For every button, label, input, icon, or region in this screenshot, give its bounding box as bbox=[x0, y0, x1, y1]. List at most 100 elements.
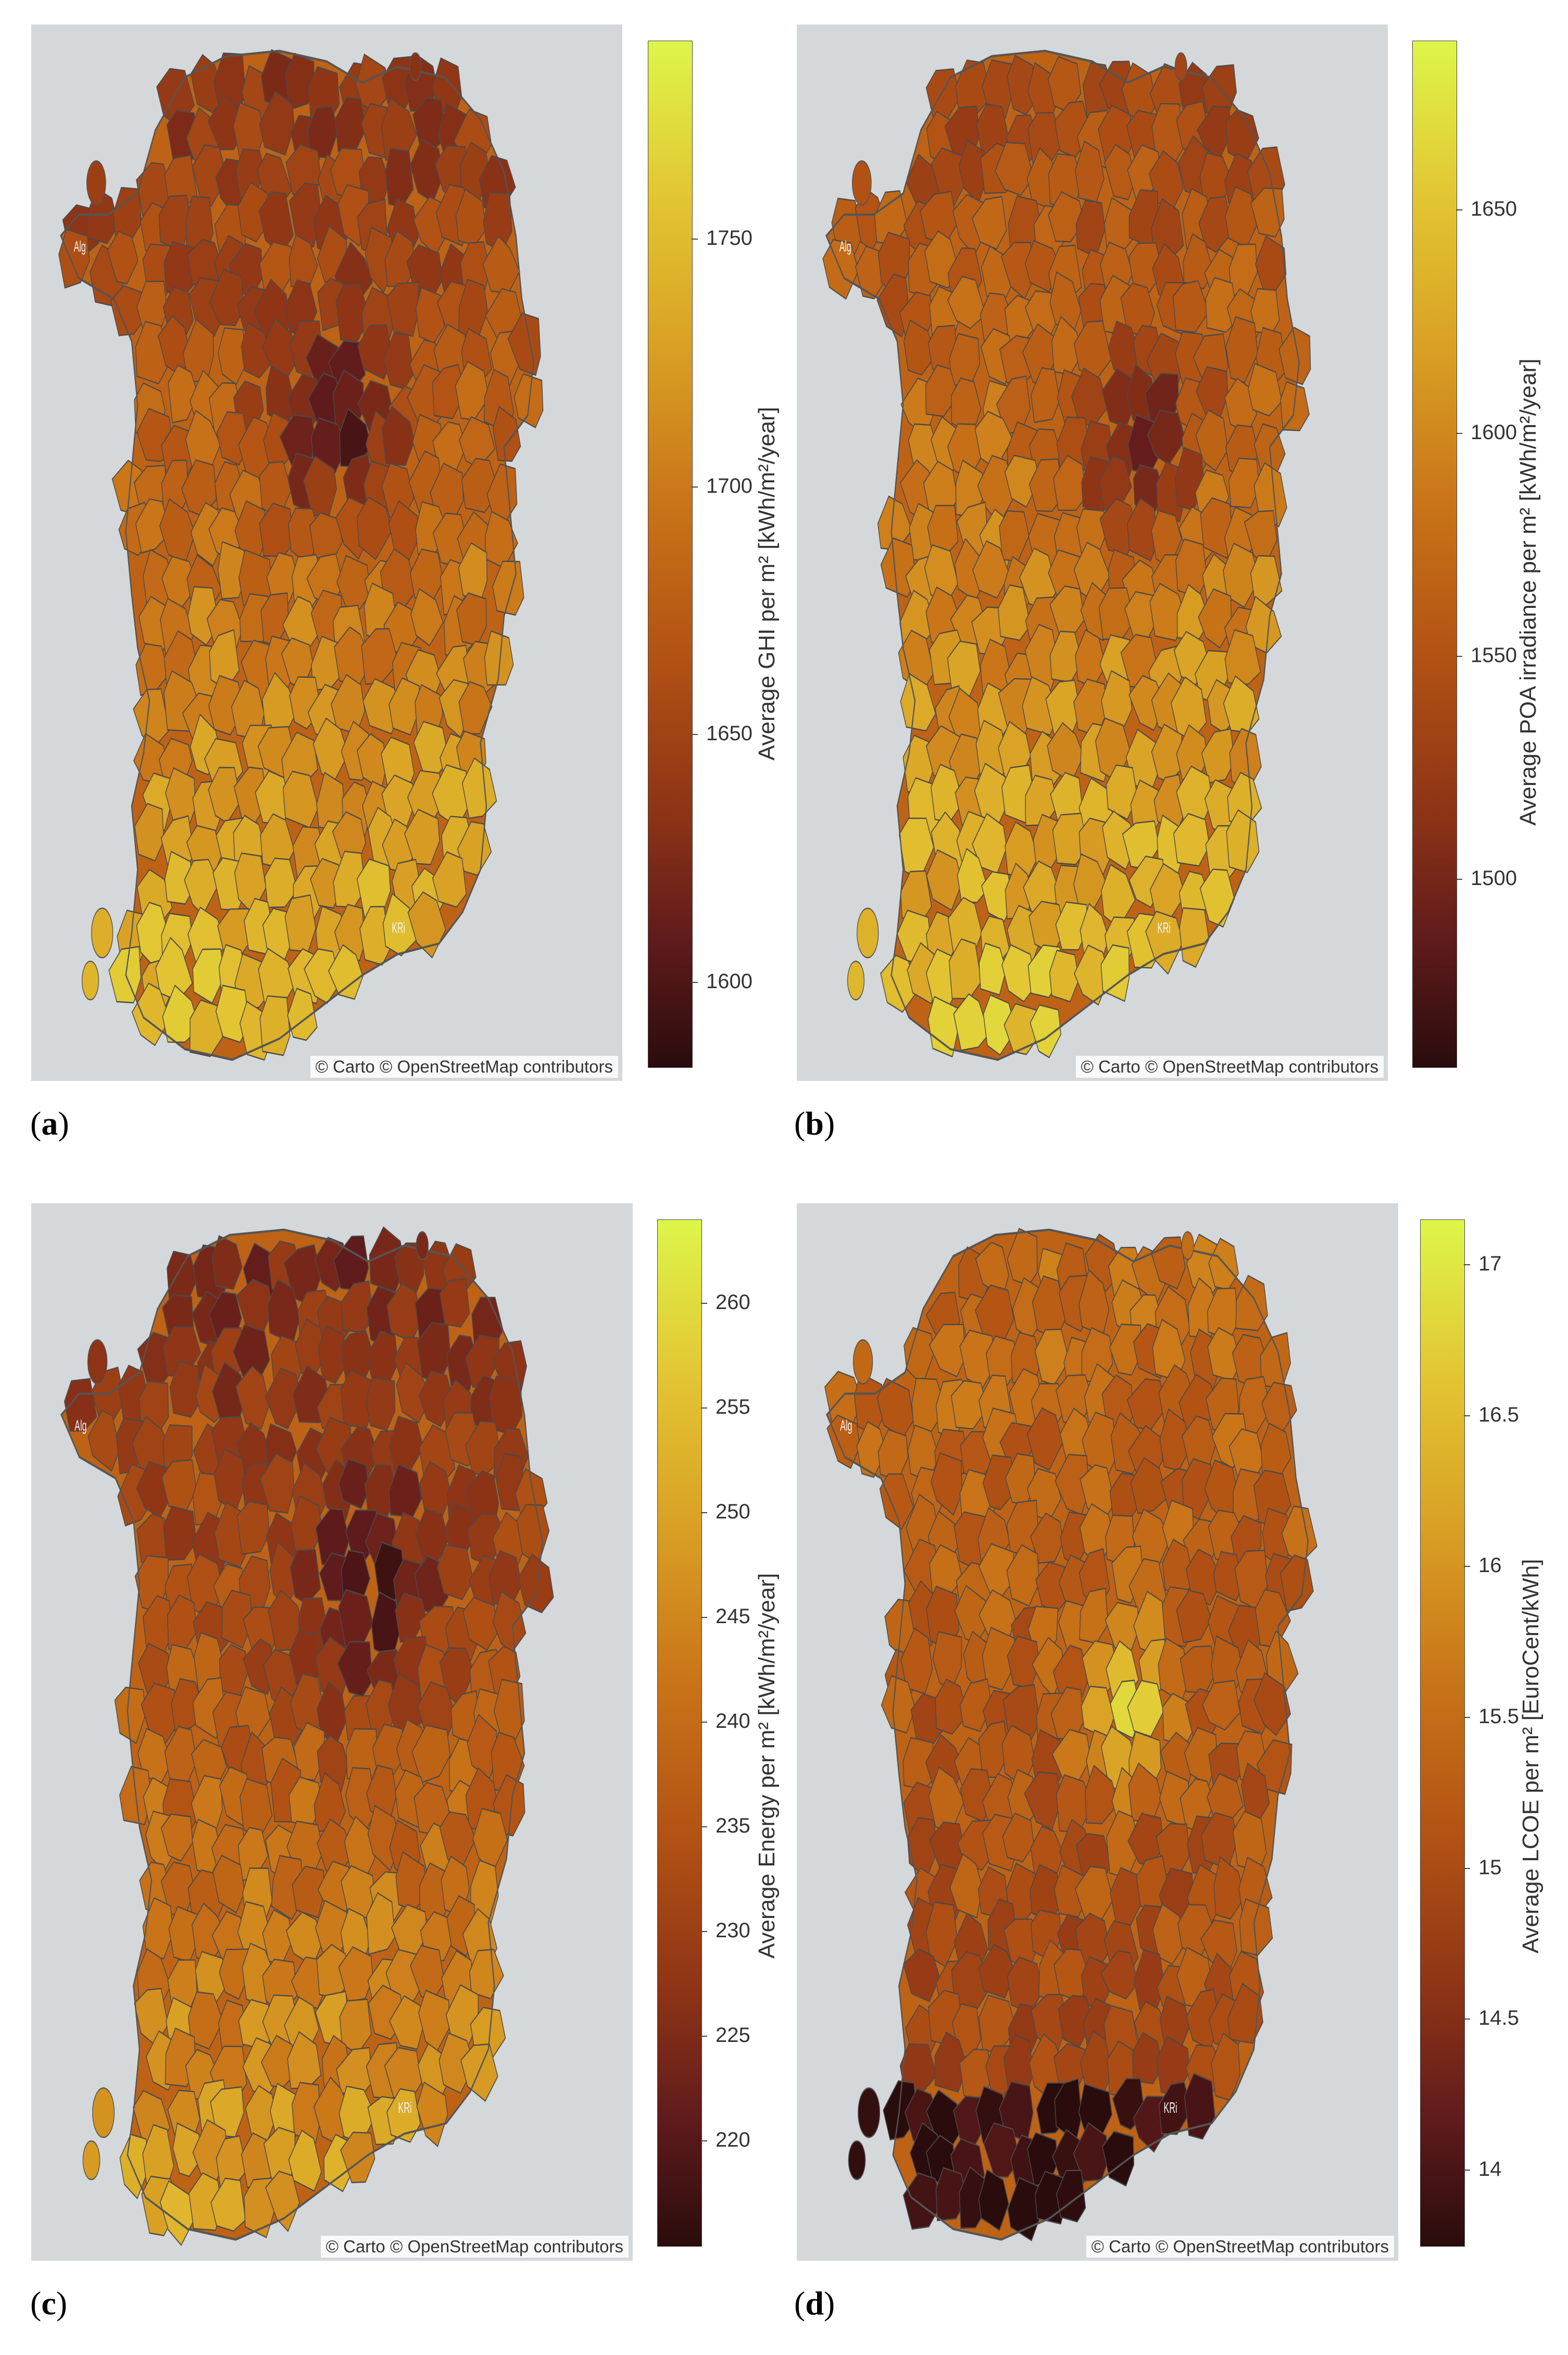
map-attribution[interactable]: © Carto © OpenStreetMap contributors bbox=[1075, 1056, 1384, 1078]
municipality-region[interactable] bbox=[172, 2122, 205, 2177]
municipality-region[interactable] bbox=[493, 1678, 525, 1740]
municipality-region[interactable] bbox=[935, 1678, 969, 1735]
municipality-region[interactable] bbox=[1005, 821, 1038, 877]
municipality-region[interactable] bbox=[995, 142, 1034, 196]
municipality-region[interactable] bbox=[826, 1414, 860, 1469]
municipality-region[interactable] bbox=[981, 871, 1014, 923]
municipality-region[interactable] bbox=[207, 95, 243, 151]
municipality-region[interactable] bbox=[1052, 813, 1088, 866]
municipality-region[interactable] bbox=[1001, 944, 1037, 1003]
map-attribution[interactable]: © Carto © OpenStreetMap contributors bbox=[320, 2236, 629, 2258]
map-attribution[interactable]: © Carto © OpenStreetMap contributors bbox=[310, 1056, 618, 1078]
municipality-region[interactable] bbox=[264, 857, 298, 908]
municipality-region[interactable] bbox=[108, 945, 142, 1004]
municipality-region[interactable] bbox=[518, 1553, 554, 1614]
municipality-region[interactable] bbox=[64, 1378, 97, 1432]
municipality-region[interactable] bbox=[410, 588, 444, 646]
municipality-region[interactable] bbox=[979, 2169, 1009, 2232]
municipality-region[interactable] bbox=[1030, 1004, 1061, 1058]
municipality-region[interactable] bbox=[114, 1686, 146, 1745]
municipality-region[interactable] bbox=[236, 1500, 270, 1555]
municipality-region[interactable] bbox=[1248, 363, 1283, 417]
municipality-region[interactable] bbox=[1201, 728, 1235, 784]
municipality-region[interactable] bbox=[134, 803, 165, 862]
municipality-region[interactable] bbox=[338, 1946, 373, 2002]
municipality-region[interactable] bbox=[1224, 629, 1261, 685]
municipality-region[interactable] bbox=[1126, 497, 1159, 562]
municipality-region[interactable] bbox=[1184, 1727, 1218, 1787]
municipality-region[interactable] bbox=[902, 2172, 943, 2230]
municipality-region[interactable] bbox=[432, 364, 466, 419]
municipality-region[interactable] bbox=[169, 1360, 200, 1418]
municipality-region[interactable] bbox=[389, 1995, 424, 2050]
municipality-region[interactable] bbox=[931, 1452, 962, 1516]
municipality-region[interactable] bbox=[386, 281, 419, 338]
municipality-region[interactable] bbox=[285, 53, 315, 110]
municipality-region[interactable] bbox=[189, 2172, 222, 2231]
municipality-region[interactable] bbox=[971, 196, 1007, 250]
municipality-region[interactable] bbox=[1225, 316, 1258, 383]
municipality-region[interactable] bbox=[241, 321, 274, 379]
map-poa[interactable]: Alg KRi © Carto © OpenStreetMap contribut… bbox=[797, 24, 1388, 1081]
municipality-region[interactable] bbox=[366, 1377, 396, 1431]
municipality-region[interactable] bbox=[318, 1325, 351, 1384]
municipality-region[interactable] bbox=[237, 181, 270, 243]
municipality-region[interactable] bbox=[107, 230, 139, 285]
municipality-region[interactable] bbox=[209, 268, 244, 327]
municipality-region[interactable] bbox=[1106, 764, 1138, 820]
map-lcoe[interactable]: Alg KRi © Carto © OpenStreetMap contribut… bbox=[797, 1203, 1398, 2261]
municipality-region[interactable] bbox=[1198, 588, 1232, 649]
municipality-region[interactable] bbox=[266, 552, 299, 605]
municipality-region[interactable] bbox=[1022, 676, 1060, 736]
municipality-region[interactable] bbox=[259, 91, 295, 156]
municipality-region[interactable] bbox=[1278, 327, 1311, 385]
municipality-region[interactable] bbox=[432, 851, 467, 908]
municipality-region[interactable] bbox=[221, 1589, 253, 1649]
municipality-region[interactable] bbox=[359, 906, 391, 966]
municipality-region[interactable] bbox=[1195, 409, 1228, 472]
municipality-region[interactable] bbox=[1158, 2081, 1192, 2135]
municipality-region[interactable] bbox=[293, 1722, 325, 1781]
municipality-region[interactable] bbox=[262, 318, 298, 377]
municipality-region[interactable] bbox=[983, 994, 1017, 1056]
municipality-region[interactable] bbox=[1028, 458, 1065, 512]
municipality-region[interactable] bbox=[1149, 583, 1186, 641]
municipality-region[interactable] bbox=[259, 995, 291, 1056]
map-attribution[interactable]: © Carto © OpenStreetMap contributors bbox=[1086, 2236, 1394, 2258]
municipality-region[interactable] bbox=[1227, 1983, 1263, 2044]
municipality-region[interactable] bbox=[192, 144, 228, 207]
municipality-region[interactable] bbox=[934, 2031, 968, 2093]
municipality-region[interactable] bbox=[1049, 950, 1080, 1003]
municipality-region[interactable] bbox=[388, 677, 421, 736]
municipality-region[interactable] bbox=[1173, 280, 1210, 333]
municipality-region[interactable] bbox=[396, 1362, 432, 1424]
municipality-region[interactable] bbox=[87, 1410, 120, 1472]
municipality-region[interactable] bbox=[900, 672, 936, 732]
municipality-region[interactable] bbox=[292, 2082, 321, 2144]
municipality-region[interactable] bbox=[1026, 1407, 1063, 1471]
municipality-region[interactable] bbox=[439, 1278, 470, 1328]
municipality-region[interactable] bbox=[981, 59, 1014, 119]
municipality-region[interactable] bbox=[218, 327, 247, 385]
municipality-region[interactable] bbox=[288, 2129, 322, 2192]
municipality-region[interactable] bbox=[1184, 2073, 1215, 2140]
map-energy[interactable]: Alg KRi © Carto © OpenStreetMap contribut… bbox=[31, 1203, 633, 2261]
municipality-region[interactable] bbox=[265, 2170, 300, 2232]
municipality-region[interactable] bbox=[959, 1678, 992, 1733]
municipality-region[interactable] bbox=[1253, 1672, 1291, 1736]
municipality-region[interactable] bbox=[1052, 455, 1088, 511]
municipality-region[interactable] bbox=[142, 1897, 174, 1960]
municipality-region[interactable] bbox=[925, 364, 959, 417]
municipality-region[interactable] bbox=[1202, 1679, 1241, 1731]
municipality-region[interactable] bbox=[1173, 813, 1210, 867]
municipality-region[interactable] bbox=[190, 999, 223, 1057]
municipality-region[interactable] bbox=[950, 1380, 988, 1430]
municipality-region[interactable] bbox=[436, 1544, 474, 1600]
municipality-region[interactable] bbox=[458, 681, 493, 735]
municipality-region[interactable] bbox=[1223, 542, 1260, 608]
municipality-region[interactable] bbox=[457, 821, 492, 876]
municipality-region[interactable] bbox=[259, 1453, 295, 1514]
municipality-region[interactable] bbox=[469, 1949, 504, 2000]
municipality-region[interactable] bbox=[416, 2082, 448, 2147]
municipality-region[interactable] bbox=[949, 1853, 983, 1918]
